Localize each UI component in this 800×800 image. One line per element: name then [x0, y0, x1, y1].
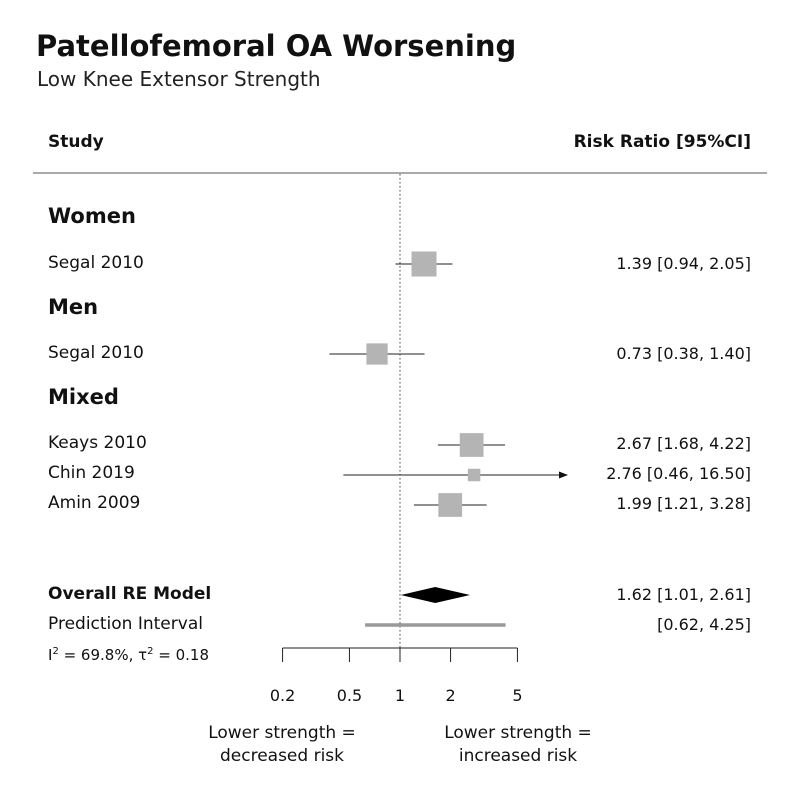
group-label-men: Men	[48, 295, 99, 319]
left-direction-caption: Lower strength = decreased risk	[208, 723, 356, 766]
overall-model-label: Overall RE Model	[48, 584, 212, 604]
estimate-label: 0.73 [0.38, 1.40]	[616, 344, 751, 363]
prediction-interval-label: Prediction Interval	[48, 614, 203, 634]
study-estimate-square	[467, 468, 481, 482]
risk-ratio-column-header: Risk Ratio [95%CI]	[573, 132, 751, 152]
group-label-women: Women	[48, 204, 136, 228]
study-column-header: Study	[48, 132, 104, 152]
study-estimate-square	[411, 251, 437, 277]
ci-arrow-icon	[559, 471, 568, 479]
study-label: Keays 2010	[48, 433, 147, 453]
x-tick-label: 5	[512, 686, 522, 705]
overall-diamond	[400, 587, 470, 603]
prediction-interval-estimate: [0.62, 4.25]	[657, 615, 751, 634]
study-label: Segal 2010	[48, 253, 144, 273]
study-estimate-square	[438, 493, 463, 517]
estimate-label: 1.99 [1.21, 3.28]	[616, 494, 751, 513]
chart-subtitle: Low Knee Extensor Strength	[37, 67, 321, 91]
study-estimate-square	[366, 343, 388, 365]
study-label: Segal 2010	[48, 343, 144, 363]
x-tick-label: 1	[395, 686, 405, 705]
estimate-label: 1.39 [0.94, 2.05]	[616, 254, 751, 273]
group-label-mixed: Mixed	[48, 385, 119, 409]
study-label: Amin 2009	[48, 493, 141, 513]
estimate-label: 2.67 [1.68, 4.22]	[616, 434, 751, 453]
right-direction-caption: Lower strength = increased risk	[444, 723, 592, 766]
x-tick-label: 2	[445, 686, 455, 705]
estimate-label: 2.76 [0.46, 16.50]	[606, 464, 751, 483]
overall-estimate-label: 1.62 [1.01, 2.61]	[616, 585, 751, 604]
heterogeneity-stats: I2 = 69.8%, τ2 = 0.18	[48, 646, 210, 664]
study-label: Chin 2019	[48, 463, 135, 483]
x-tick-label: 0.2	[270, 686, 295, 705]
study-estimate-square	[459, 433, 484, 457]
chart-title: Patellofemoral OA Worsening	[36, 29, 517, 63]
x-tick-label: 0.5	[337, 686, 362, 705]
